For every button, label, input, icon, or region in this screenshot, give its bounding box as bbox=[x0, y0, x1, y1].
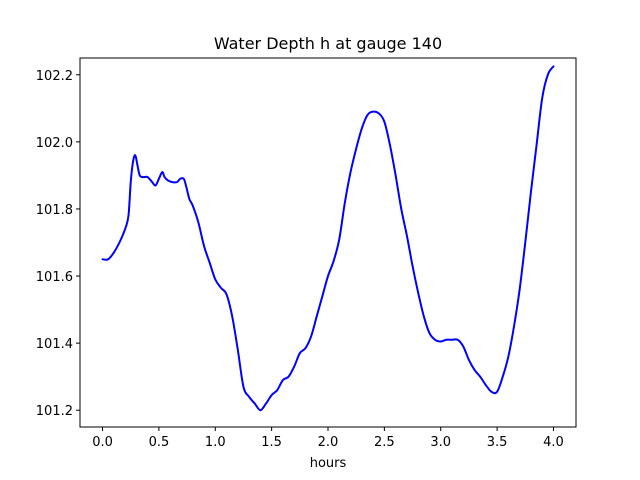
y-axis: 101.2 101.4 101.6 101.8 102.0 102.2 bbox=[36, 69, 80, 419]
x-tick-label: 3.5 bbox=[487, 435, 508, 450]
y-tick-label: 101.2 bbox=[36, 404, 73, 419]
x-tick-label: 2.0 bbox=[318, 435, 339, 450]
x-axis: 0.0 0.5 1.0 1.5 2.0 2.5 3.0 3.5 4.0 bbox=[92, 427, 564, 450]
chart-title: Water Depth h at gauge 140 bbox=[214, 34, 442, 53]
x-tick-label: 4.0 bbox=[543, 435, 564, 450]
x-tick-label: 0.0 bbox=[92, 435, 113, 450]
x-tick-label: 1.5 bbox=[261, 435, 282, 450]
y-tick-label: 101.8 bbox=[36, 203, 73, 218]
x-tick-label: 3.0 bbox=[430, 435, 451, 450]
x-tick-label: 2.5 bbox=[374, 435, 395, 450]
y-tick-label: 101.6 bbox=[36, 270, 73, 285]
plot-frame bbox=[79, 57, 577, 428]
x-axis-label: hours bbox=[310, 456, 347, 471]
y-tick-label: 102.2 bbox=[36, 69, 73, 84]
y-tick-label: 102.0 bbox=[36, 136, 73, 151]
y-tick-label: 101.4 bbox=[36, 337, 73, 352]
series-line bbox=[101, 65, 555, 412]
x-tick-label: 0.5 bbox=[149, 435, 170, 450]
x-tick-label: 1.0 bbox=[205, 435, 226, 450]
